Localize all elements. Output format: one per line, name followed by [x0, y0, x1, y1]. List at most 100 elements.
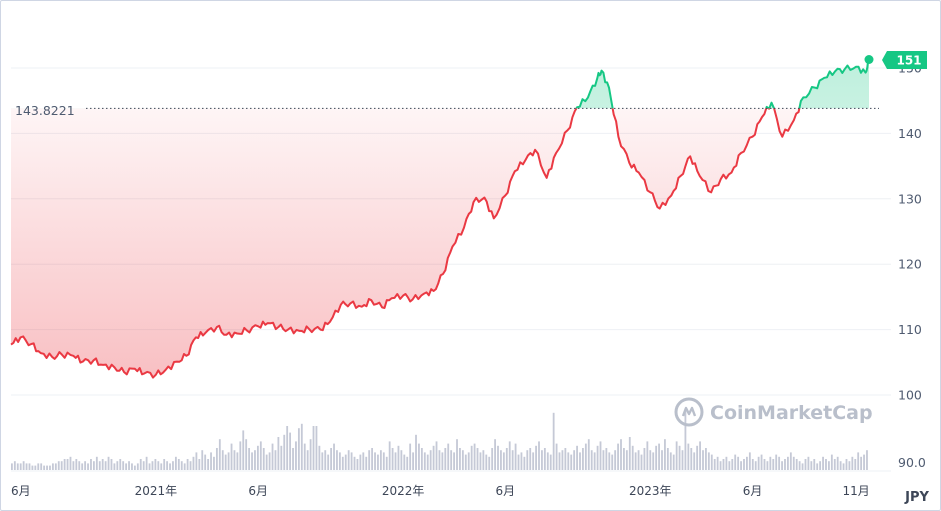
volume-bar	[330, 448, 333, 470]
volume-bar	[637, 450, 640, 470]
volume-bar	[617, 443, 619, 470]
volume-bar	[415, 434, 417, 470]
volume-bar	[69, 456, 72, 470]
volume-bar	[444, 448, 447, 470]
volume-bar	[81, 463, 84, 470]
volume-bar	[787, 456, 789, 470]
price-line	[10, 54, 874, 379]
volume-bar	[567, 452, 570, 470]
volume-bar	[625, 450, 628, 470]
volume-bar	[784, 459, 786, 470]
volume-bar	[620, 439, 622, 470]
volume-bar	[297, 428, 300, 470]
volume-bar	[347, 450, 350, 470]
volume-bar	[587, 439, 590, 470]
volume-bar	[754, 461, 757, 470]
current-price-badge: 151	[882, 51, 927, 69]
volume-bar	[822, 456, 824, 470]
volume-bar	[113, 463, 116, 470]
volume-bar	[350, 452, 353, 470]
volume-bar	[251, 452, 253, 470]
volume-bar	[836, 456, 839, 470]
volume-bar	[435, 441, 438, 470]
price-area	[11, 59, 869, 378]
volume-bar	[851, 456, 854, 470]
volume-bar	[300, 423, 303, 470]
volume-bar	[107, 456, 110, 470]
volume-bar	[201, 450, 204, 470]
volume-bar	[511, 450, 514, 470]
volume-bar	[210, 452, 212, 470]
volume-bar	[713, 459, 716, 470]
volume-bar	[207, 459, 210, 470]
volume-bar	[391, 448, 394, 470]
reference-value-label: 143.8221	[15, 103, 75, 118]
volume-bar	[561, 450, 564, 470]
volume-bar	[687, 443, 690, 470]
volume-bar	[256, 445, 259, 470]
volume-bar	[669, 452, 672, 470]
volume-bar	[863, 454, 865, 470]
volume-bar	[98, 461, 101, 470]
y-tick-label: 120	[898, 257, 922, 272]
volume-bar	[104, 461, 107, 470]
x-tick-label: 11月	[842, 484, 869, 498]
volume-bar	[775, 454, 778, 470]
volume-bar	[737, 456, 740, 470]
volume-bar	[13, 461, 16, 470]
volume-bar	[684, 408, 687, 470]
volume-bar	[151, 461, 154, 470]
volume-bar	[394, 452, 397, 470]
x-tick-label: 2022年	[382, 484, 425, 498]
volume-bar	[766, 461, 769, 470]
volume-bar	[116, 461, 119, 470]
volume-bar	[388, 441, 391, 470]
volume-bar	[459, 448, 461, 470]
volume-bar	[450, 450, 453, 470]
volume-bar	[303, 443, 306, 470]
volume-bar	[599, 441, 602, 470]
volume-bar	[810, 461, 813, 470]
volume-bar	[324, 450, 327, 470]
volume-bar	[693, 452, 696, 470]
volume-bar	[336, 450, 338, 470]
y-tick-label: 100	[898, 388, 922, 403]
volume-bar	[705, 448, 707, 470]
volume-bar	[409, 443, 412, 470]
volume-bar	[365, 456, 368, 470]
volume-bar	[265, 454, 268, 470]
y-tick-label: 110	[898, 322, 922, 337]
volume-bar	[488, 456, 491, 470]
volume-bar	[514, 443, 517, 470]
volume-bar	[306, 450, 309, 470]
volume-bar	[145, 456, 148, 470]
volume-bar	[259, 441, 262, 470]
x-tick-label: 2021年	[135, 484, 178, 498]
volume-bar	[564, 448, 567, 470]
volume-bar	[385, 456, 388, 470]
volume-bar	[429, 450, 432, 470]
volume-bar	[508, 441, 511, 470]
volume-bar	[485, 454, 488, 470]
volume-bar	[666, 448, 669, 470]
volume-bar	[338, 452, 341, 470]
volume-bar	[309, 439, 312, 470]
volume-bar	[16, 463, 19, 470]
volume-bar	[497, 445, 499, 470]
volume-bar	[163, 459, 166, 470]
volume-bar	[740, 461, 742, 470]
volume-bar	[66, 459, 69, 470]
volume-bar	[426, 454, 429, 470]
volume-bar	[438, 450, 441, 470]
volume-bar	[842, 463, 845, 470]
volume-bar	[236, 452, 239, 470]
volume-bar	[710, 454, 713, 470]
volume-bar	[763, 459, 766, 470]
volume-bar	[631, 445, 634, 470]
volume-bar	[441, 452, 444, 470]
volume-bar	[180, 461, 183, 470]
volume-bar	[368, 450, 371, 470]
volume-bar	[136, 463, 139, 470]
volume-bar	[19, 463, 22, 470]
